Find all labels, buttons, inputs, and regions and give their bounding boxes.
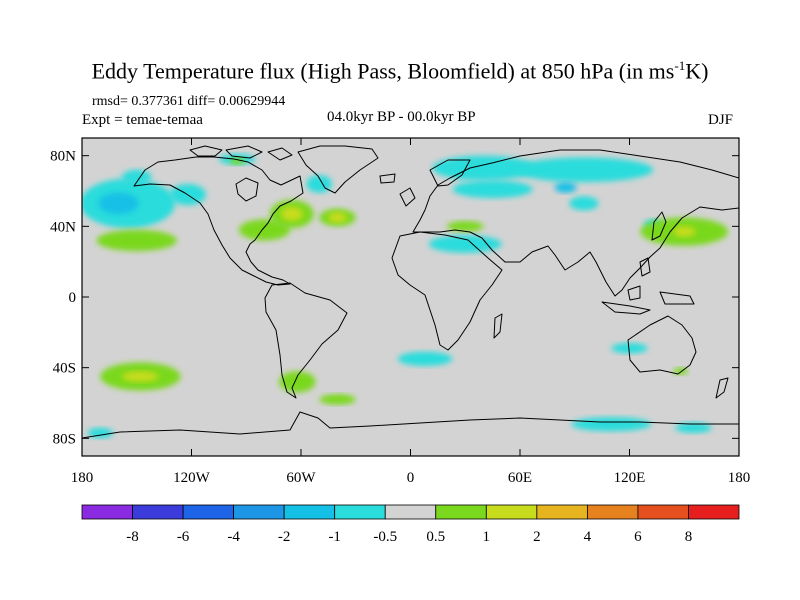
coast-eurasia	[412, 149, 739, 297]
x-tick-label: 120W	[173, 470, 211, 486]
plot-title: Eddy Temperature flux (High Pass, Bloomf…	[0, 58, 800, 84]
anomaly-patch	[675, 422, 712, 434]
coast-madagascar	[493, 313, 503, 339]
anomaly-patch	[447, 221, 484, 232]
colorbar-swatch	[435, 504, 487, 520]
colorbar-swatch	[283, 504, 336, 520]
coast-iceland	[379, 173, 396, 184]
coast-indonesia	[601, 257, 695, 315]
coast-antarctica	[82, 411, 739, 456]
anomaly-patch	[514, 157, 654, 183]
colorbar-swatch	[132, 504, 184, 520]
x-tick-label: 0	[407, 470, 415, 486]
colorbar-swatch	[384, 504, 437, 520]
season-label: DJF	[708, 112, 734, 128]
coast-south-america	[264, 282, 348, 399]
colorbar-label: -6	[177, 529, 190, 545]
colorbar-label: 4	[584, 529, 592, 545]
coast-japan	[651, 211, 667, 241]
coast-arctic-islands	[189, 145, 293, 161]
coast-hudson-bay	[235, 177, 259, 202]
colorbar-label: 6	[634, 529, 642, 545]
y-tick-label: 80N	[50, 149, 76, 165]
coast-new-zealand	[715, 377, 729, 399]
colorbar-label: -1	[328, 529, 341, 545]
axis-ticks	[81, 138, 740, 456]
colorbar-swatch	[182, 504, 235, 520]
coast-uk	[399, 187, 416, 207]
coast-greenland	[297, 145, 379, 194]
coast-australia	[627, 315, 697, 375]
coast-africa	[391, 231, 503, 351]
y-tick-label: 40S	[53, 361, 76, 377]
anomaly-patch	[98, 192, 139, 214]
anomaly-patch	[569, 196, 599, 211]
plot-title-tail: K)	[685, 58, 709, 84]
colorbar-label: -8	[126, 529, 139, 545]
anomaly-patch	[611, 342, 648, 354]
colorbar-label: 0.5	[426, 529, 445, 545]
anomaly-patch	[428, 235, 502, 253]
colorbar	[81, 504, 740, 520]
anomaly-patch	[96, 229, 177, 252]
colorbar-label: -2	[278, 529, 291, 545]
colorbar-label: 8	[685, 529, 693, 545]
anomaly-patch	[397, 351, 453, 366]
colorbar-swatch	[688, 504, 740, 520]
colorbar-swatch	[233, 504, 285, 520]
x-tick-label: 180	[71, 470, 94, 486]
anomaly-patch	[238, 219, 291, 241]
colorbar-swatch	[536, 504, 588, 520]
anomaly-patch	[571, 417, 652, 432]
anomaly-patch	[328, 212, 347, 223]
y-tick-label: 80S	[53, 431, 76, 447]
x-tick-label: 60E	[508, 470, 532, 486]
colorbar-label: -4	[227, 529, 240, 545]
y-tick-label: 0	[69, 290, 77, 306]
x-tick-label: 60W	[286, 470, 316, 486]
anomaly-patch	[280, 206, 303, 222]
stats-label: rmsd= 0.377361 diff= 0.00629944	[92, 94, 286, 109]
anomaly-patch	[279, 371, 316, 393]
colorbar-label: 1	[483, 529, 491, 545]
anomaly-patch	[673, 226, 696, 237]
x-tick-label: 180	[728, 470, 751, 486]
colorbar-swatch	[334, 504, 386, 520]
colorbar-label: -0.5	[373, 529, 397, 545]
anomaly-patch	[122, 169, 152, 184]
colorbar-labels: -8 -6 -4 -2 -1 -0.5 0.5 1 2 4 6 8	[126, 529, 692, 545]
x-tick-label: 120E	[614, 470, 646, 486]
plot-title-superscript: -1	[674, 58, 686, 73]
coast-scandinavia	[429, 159, 471, 187]
anomaly-patch	[452, 180, 533, 199]
x-axis-labels: 180 120W 60W 0 60E 120E 180	[71, 470, 751, 486]
colorbar-swatch	[81, 504, 133, 520]
colorbar-swatch	[637, 504, 689, 520]
anomaly-patch	[319, 394, 356, 405]
plot-title-main: Eddy Temperature flux (High Pass, Bloomf…	[91, 58, 675, 84]
anomaly-patch	[554, 182, 577, 193]
y-tick-label: 40N	[50, 219, 76, 235]
colorbar-label: 2	[533, 529, 541, 545]
period-label: 04.0kyr BP - 00.0kyr BP	[327, 109, 476, 125]
colorbar-swatch	[586, 504, 639, 520]
y-axis-labels: 80N 40N 0 40S 80S	[50, 149, 76, 448]
colorbar-swatch	[485, 504, 538, 520]
coastlines	[82, 145, 739, 456]
anomaly-patch	[122, 371, 159, 382]
experiment-label: Expt = temae-temaa	[82, 112, 203, 128]
coast-north-america	[133, 156, 304, 286]
